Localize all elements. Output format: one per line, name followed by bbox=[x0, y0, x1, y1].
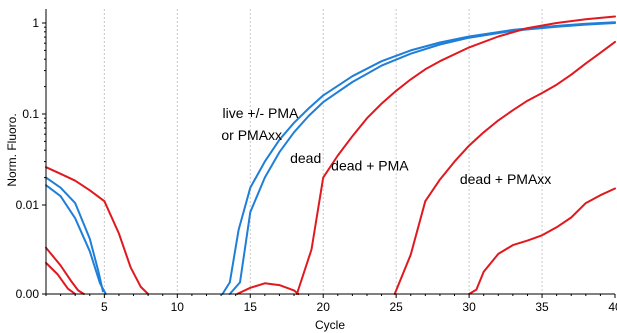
dead-curve-9 bbox=[393, 40, 616, 295]
annotations: live +/- PMA or PMAxx dead dead + PMA dead +… bbox=[221, 105, 551, 187]
dead-curve-4 bbox=[45, 166, 150, 295]
dead-curve-10 bbox=[468, 187, 616, 295]
dead-curve-7 bbox=[236, 282, 300, 295]
x-tick-label: 30 bbox=[462, 300, 476, 314]
annotation-label: live +/- PMA bbox=[223, 105, 300, 121]
x-tick-label: 5 bbox=[101, 300, 108, 314]
plot-background bbox=[46, 9, 615, 294]
live-curve-3 bbox=[228, 22, 616, 295]
grid-layer bbox=[103, 9, 543, 294]
dead-curve-8 bbox=[295, 15, 616, 295]
series-layer bbox=[45, 15, 616, 295]
live-curve-0 bbox=[45, 176, 104, 293]
x-axis-title: Cycle bbox=[315, 318, 345, 332]
axes-layer bbox=[42, 9, 616, 298]
dead-curve-6 bbox=[45, 261, 77, 295]
y-axis-title: Norm. Fluoro. bbox=[5, 113, 19, 186]
annotation-label: dead bbox=[290, 150, 321, 166]
annotation-label: dead + PMA bbox=[331, 157, 409, 173]
y-tick-label: 0.01 bbox=[16, 198, 40, 212]
tick-labels: 0.000.010.11510152025303540 bbox=[16, 16, 617, 314]
x-tick-label: 35 bbox=[535, 300, 549, 314]
y-tick-label: 0.00 bbox=[16, 287, 40, 301]
x-tick-label: 20 bbox=[317, 300, 331, 314]
x-tick-label: 10 bbox=[171, 300, 185, 314]
y-tick-label: 0.1 bbox=[22, 107, 39, 121]
y-tick-label: 1 bbox=[32, 16, 39, 30]
annotation-label: dead + PMAxx bbox=[460, 171, 551, 187]
annotation-label: or PMAxx bbox=[221, 127, 282, 143]
x-tick-label: 15 bbox=[244, 300, 258, 314]
x-tick-label: 40 bbox=[608, 300, 617, 314]
dead-curve-5 bbox=[45, 246, 85, 295]
x-tick-label: 25 bbox=[389, 300, 403, 314]
live-curve-1 bbox=[45, 184, 107, 295]
